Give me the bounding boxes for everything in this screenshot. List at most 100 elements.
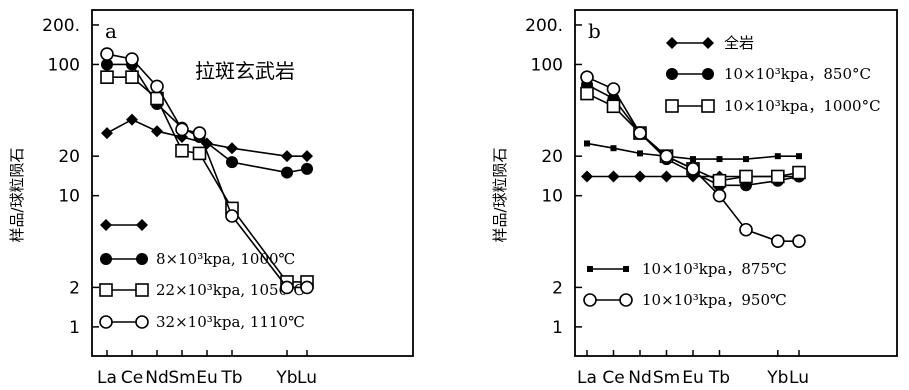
y-tick-label: 10: [58, 187, 80, 207]
data-point: [581, 170, 593, 183]
panel-label: a: [105, 19, 117, 43]
data-point: [796, 153, 802, 160]
series-diamond: [101, 113, 313, 163]
series-open-circle: [580, 70, 806, 248]
x-tick-label: La: [97, 368, 117, 388]
x-tick-label: Ce: [602, 368, 624, 388]
data-point: [660, 170, 673, 183]
legend-entry: 8×10³kpa, 1000℃: [100, 250, 295, 268]
legend-label: 10×10³kpa，950℃: [642, 291, 787, 309]
data-point: [226, 156, 238, 169]
legend-marker: [702, 37, 714, 49]
x-tick-label: Nd: [628, 368, 652, 388]
x-tick-label: Yb: [275, 368, 297, 388]
x-tick-label: Sm: [168, 368, 195, 388]
x-tick-label: Eu: [196, 368, 218, 388]
data-point: [606, 82, 621, 96]
data-point: [584, 140, 590, 147]
legend-entry: 10×10³kpa，950℃: [583, 291, 787, 309]
data-point: [175, 143, 189, 158]
data-point: [792, 165, 806, 180]
data-point: [580, 70, 594, 84]
y-tick-label: 100: [48, 55, 80, 75]
data-point: [634, 170, 646, 183]
legend-label: 10×10³kpa，875℃: [642, 260, 787, 278]
data-point: [607, 170, 620, 183]
data-point: [100, 70, 114, 84]
y-tick-label: 10: [541, 187, 563, 207]
x-tick-label: Tb: [220, 368, 242, 388]
legend-marker: [100, 219, 112, 231]
legend-marker: [135, 315, 149, 329]
data-point: [101, 127, 113, 140]
data-point: [580, 86, 594, 101]
legend-marker: [623, 266, 629, 272]
data-point: [280, 280, 294, 295]
data-point: [712, 173, 727, 188]
x-tick-label: Nd: [145, 368, 169, 388]
data-point: [151, 125, 163, 138]
data-point: [716, 156, 723, 163]
legend-label: 10×10³kpa，850°C: [724, 65, 871, 83]
legend-entry: 10×10³kpa，850°C: [666, 65, 871, 83]
data-point: [226, 142, 238, 155]
legend-marker: [136, 253, 148, 265]
series-open-circle: [100, 47, 314, 295]
data-point: [126, 113, 138, 126]
legend-marker: [587, 266, 593, 272]
data-point: [739, 222, 753, 237]
data-point: [301, 162, 313, 175]
legend-entry: 10×10³kpa，1000°C: [665, 97, 881, 115]
data-point: [690, 156, 696, 163]
y-tick-label: 100: [531, 55, 563, 75]
legend-entry: 全岩: [666, 34, 754, 52]
data-point: [659, 149, 674, 163]
data-point: [770, 169, 785, 184]
y-axis-label: 样品/球粒陨石: [8, 147, 26, 242]
y-tick-label: 200.: [42, 16, 80, 36]
data-point: [192, 126, 207, 140]
data-point: [101, 58, 113, 71]
legend-marker: [666, 68, 678, 80]
y-tick-label: 200.: [525, 16, 563, 36]
data-point: [770, 234, 785, 248]
data-point: [281, 166, 293, 179]
legend-marker: [702, 68, 714, 80]
data-point: [100, 47, 114, 61]
x-tick-label: Sm: [653, 368, 680, 388]
data-point: [301, 150, 313, 163]
legend-entry: 10×10³kpa，875℃: [587, 260, 787, 278]
data-point: [125, 70, 139, 84]
data-point: [774, 153, 781, 160]
data-point: [300, 280, 314, 295]
data-point: [637, 150, 643, 157]
data-point: [150, 79, 164, 94]
legend-marker: [701, 99, 715, 113]
x-tick-label: Lu: [789, 368, 809, 388]
data-point: [125, 52, 139, 66]
legend-marker: [135, 283, 149, 297]
legend-marker: [99, 315, 113, 329]
legend-label: 8×10³kpa, 1000℃: [156, 250, 295, 268]
data-point: [739, 169, 753, 184]
chart-annotation: 拉斑玄武岩: [195, 59, 295, 83]
legend-marker: [583, 293, 597, 307]
y-tick-label: 1: [552, 318, 563, 338]
chart-panel-b: 1 2 10 20 100 200. La Ce Nd Sm Eu Tb Yb Lu 样品/球粒陨石 b 全岩 1…: [491, 9, 898, 388]
legend-label: 32×10³kpa, 1110℃: [156, 313, 305, 331]
legend-marker: [619, 293, 633, 307]
x-tick-label: Lu: [297, 368, 317, 388]
data-point: [281, 150, 293, 163]
data-point: [606, 99, 621, 114]
x-tick-label: Tb: [708, 368, 730, 388]
y-tick-label: 20: [58, 147, 80, 167]
plot-frame: [574, 9, 898, 357]
data-point: [192, 146, 207, 161]
legend-label: 22×10³kpa, 1050℃: [156, 281, 305, 299]
y-tick-label: 2: [552, 278, 563, 298]
y-tick-label: 1: [69, 318, 80, 338]
panel-label: b: [588, 19, 601, 43]
legend-entry: 32×10³kpa, 1110℃: [99, 313, 305, 331]
x-tick-label: Eu: [682, 368, 704, 388]
